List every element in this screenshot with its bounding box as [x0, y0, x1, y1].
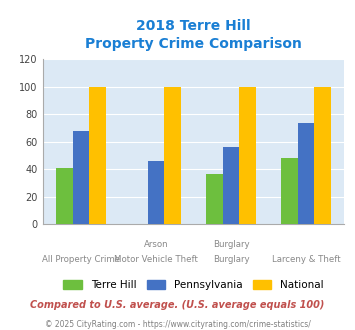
Text: © 2025 CityRating.com - https://www.cityrating.com/crime-statistics/: © 2025 CityRating.com - https://www.city… — [45, 320, 310, 329]
Text: Compared to U.S. average. (U.S. average equals 100): Compared to U.S. average. (U.S. average … — [30, 300, 325, 310]
Bar — [239, 87, 256, 224]
Text: Burglary: Burglary — [213, 255, 249, 264]
Legend: Terre Hill, Pennsylvania, National: Terre Hill, Pennsylvania, National — [59, 276, 328, 294]
Bar — [314, 87, 331, 224]
Bar — [73, 131, 89, 224]
Text: Burglary: Burglary — [213, 240, 249, 249]
Bar — [206, 174, 223, 224]
Bar — [148, 161, 164, 224]
Bar — [89, 87, 106, 224]
Text: Arson: Arson — [144, 240, 168, 249]
Text: Motor Vehicle Theft: Motor Vehicle Theft — [114, 255, 198, 264]
Text: Larceny & Theft: Larceny & Theft — [272, 255, 340, 264]
Bar — [56, 168, 73, 224]
Text: All Property Crime: All Property Crime — [42, 255, 120, 264]
Title: 2018 Terre Hill
Property Crime Comparison: 2018 Terre Hill Property Crime Compariso… — [85, 19, 302, 51]
Bar — [297, 123, 314, 224]
Bar — [281, 158, 297, 224]
Bar — [164, 87, 181, 224]
Bar — [223, 148, 239, 224]
